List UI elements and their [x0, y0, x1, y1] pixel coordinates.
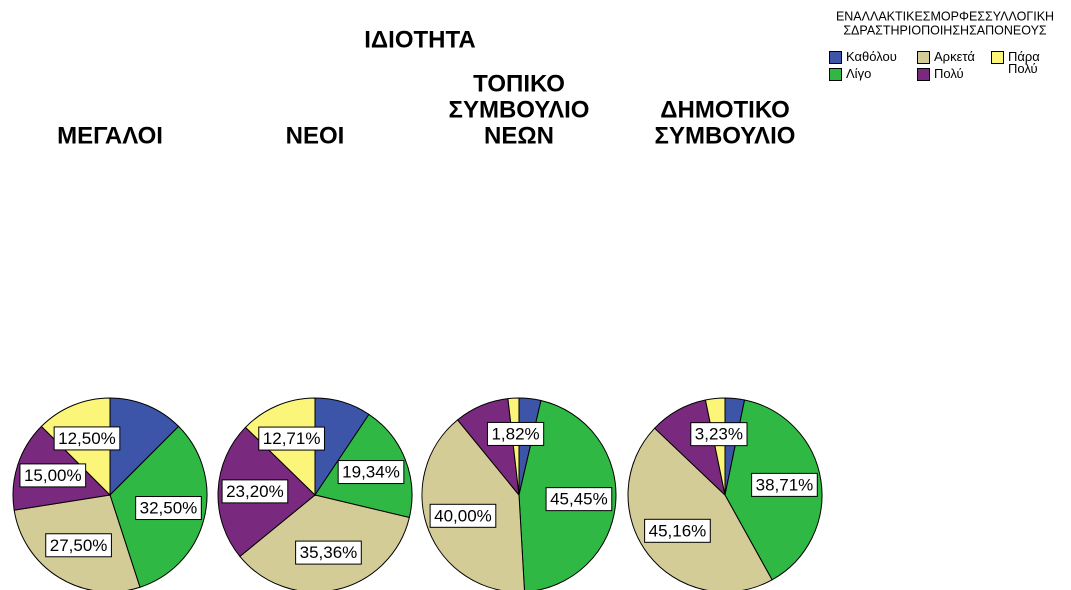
label-box: [295, 540, 362, 565]
legend-entry: Καθόλου: [829, 49, 897, 64]
legend-swatch: [917, 51, 930, 64]
label-box: [53, 426, 121, 451]
data-label: 45,16%: [649, 521, 707, 540]
legend-entry: Πάρα Πολύ: [991, 49, 1048, 76]
label-box: [221, 479, 289, 504]
legend-label: Λίγο: [846, 66, 872, 81]
legend-title: ΕΝΑΛΛΑΚΤΙΚΕΣΜΟΡΦΕΣΣΥΛΛΟΓΙΚΗ: [836, 9, 1054, 23]
pie-title: ΔΗΜΟΤΙΚΟ: [660, 96, 789, 123]
data-label: 40,00%: [434, 506, 492, 525]
pie-slice: [109, 397, 180, 497]
data-label: 35,36%: [300, 543, 358, 562]
data-label: 15,00%: [24, 466, 82, 485]
legend-title: ΣΔΡΑΣΤΗΡΙΟΠΟΙΗΣΗΣΑΠΟΝΕΟΥΣ: [843, 23, 1047, 37]
label-box: [751, 472, 818, 497]
data-label: 38,71%: [756, 475, 814, 494]
data-label: 45,45%: [550, 490, 608, 509]
label-box: [258, 426, 325, 451]
pie-slice: [627, 427, 773, 590]
label-box: [644, 518, 711, 543]
label-box: [135, 496, 202, 521]
data-label: 23,20%: [226, 482, 284, 501]
label-box: [486, 421, 545, 446]
pie-title: ΣΥΜΒΟΥΛΙΟ: [655, 122, 796, 149]
data-label: 3,23%: [695, 425, 743, 444]
legend-swatch: [829, 51, 842, 64]
label-box: [19, 463, 87, 488]
data-label: 12,50%: [58, 429, 116, 448]
legend-swatch: [917, 68, 930, 81]
data-label: 32,50%: [140, 499, 198, 518]
data-label: 19,34%: [342, 463, 400, 482]
legend-label: Πάρα Πολύ: [1008, 49, 1040, 76]
pie-title: ΝΕΩΝ: [484, 122, 554, 149]
pie-title: ΝΕΟΙ: [286, 122, 345, 149]
legend-entry: Λίγο: [829, 66, 872, 81]
label-box: [429, 503, 497, 528]
label-box: [545, 487, 613, 512]
legend-label: Αρκετά: [934, 49, 975, 64]
data-label: 12,71%: [263, 429, 321, 448]
pie-title: ΣΥΜΒΟΥΛΙΟ: [449, 96, 590, 123]
pie-title: ΤΟΠΙΚΟ: [473, 70, 565, 97]
legend-entry: Αρκετά: [917, 49, 975, 64]
legend-swatch: [829, 68, 842, 81]
legend-label: Καθόλου: [846, 49, 897, 64]
data-label: 1,82%: [491, 424, 539, 443]
legend-entry: Πολύ: [917, 66, 964, 81]
chart-title: ΙΔΙΟΤΗΤΑ: [364, 26, 475, 53]
label-box: [690, 422, 748, 447]
legend-label: Πολύ: [934, 66, 964, 81]
label-box: [45, 533, 112, 558]
pie-title: ΜΕΓΑΛΟΙ: [57, 122, 163, 149]
legend-swatch: [991, 51, 1004, 64]
data-label: 27,50%: [50, 536, 108, 555]
label-box: [337, 460, 405, 485]
